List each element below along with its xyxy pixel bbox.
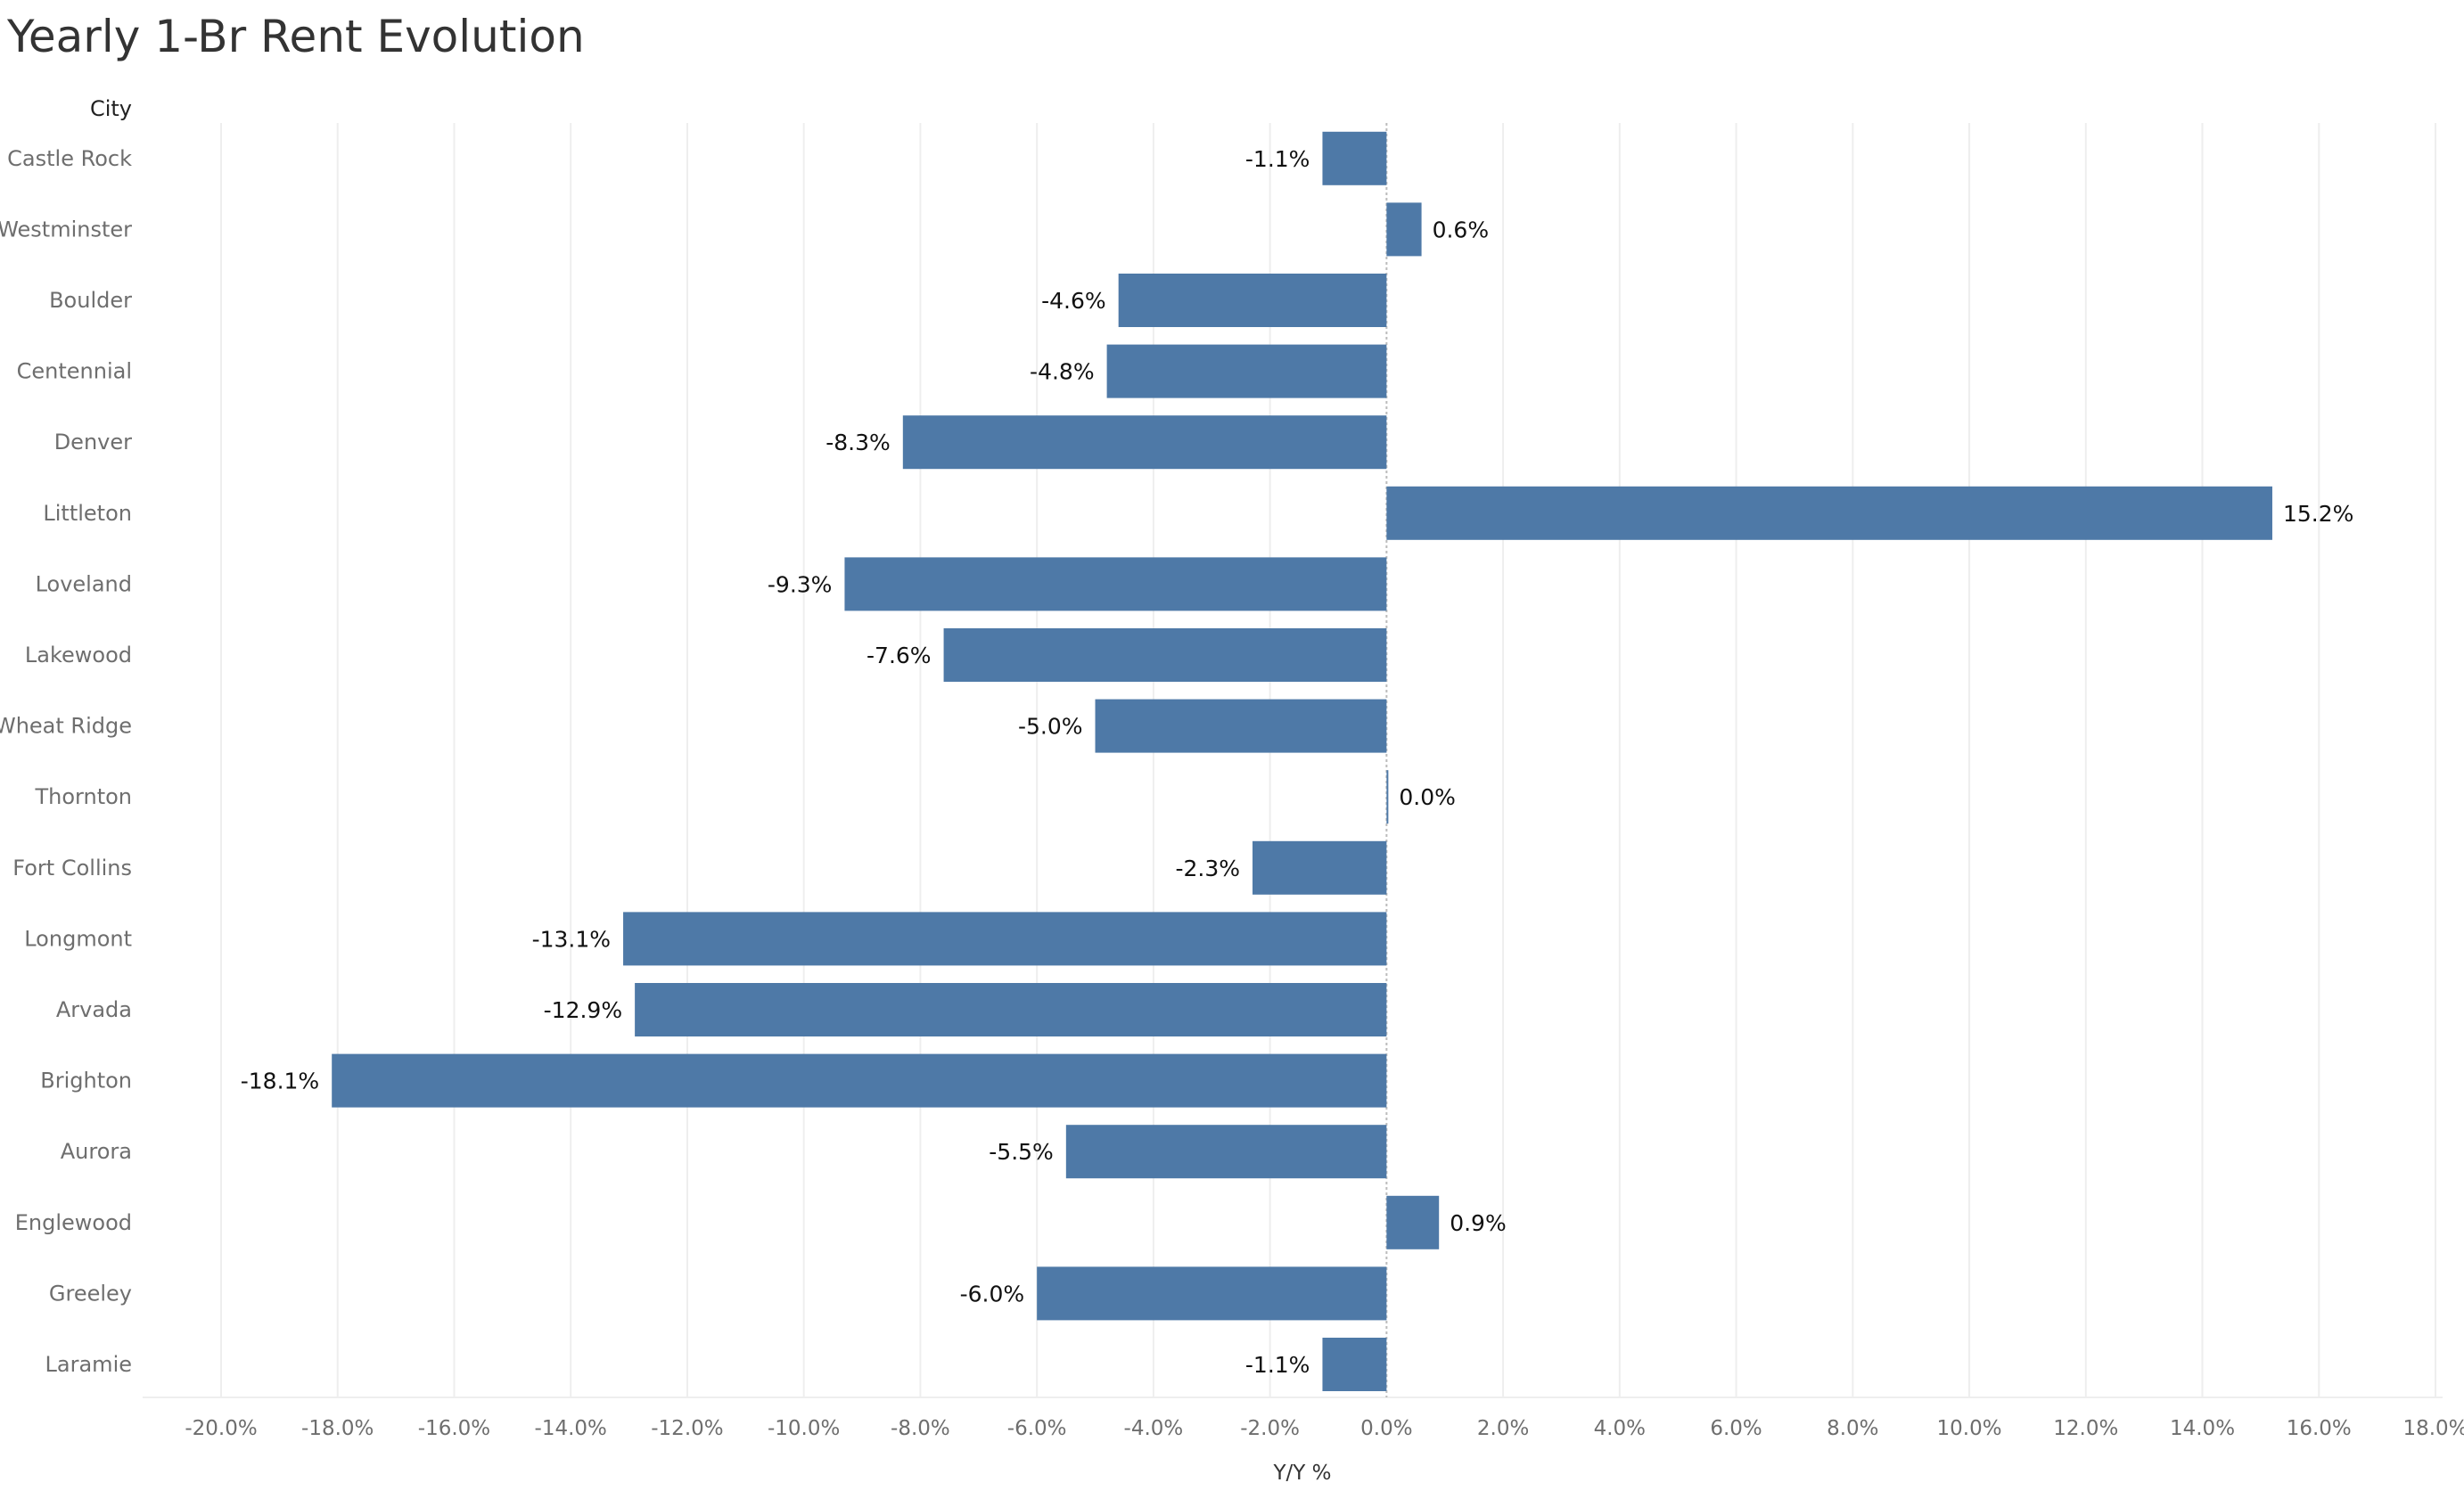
x-tick-label: 8.0% [1827,1417,1878,1440]
data-label: 15.2% [2283,501,2353,527]
data-label: -8.3% [825,430,891,455]
data-label: -1.1% [1245,1352,1310,1378]
x-tick-label: 2.0% [1477,1417,1529,1440]
bar[interactable] [943,628,1387,682]
bar[interactable] [1386,486,2272,540]
x-tick-label: 18.0% [2402,1417,2464,1440]
gridlines [143,123,2443,1398]
bar[interactable] [1386,770,1389,824]
x-axis-title: Y/Y % [1272,1462,1331,1485]
data-label: -6.0% [960,1281,1025,1307]
bar[interactable] [1118,274,1387,327]
data-label: -13.1% [532,926,611,952]
data-label: -7.6% [867,643,932,668]
category-label: Wheat Ridge [0,714,132,739]
category-label: Laramie [45,1352,132,1377]
bar[interactable] [1322,131,1387,185]
data-labels: -1.1% 0.6% -4.6% -4.8% -8.3% 15.2% -9.3% -7.6% -… [241,146,2354,1378]
data-label: 0.6% [1433,217,1490,242]
data-label: -12.9% [544,997,622,1023]
chart-title: Yearly 1-Br Rent Evolution [7,11,585,62]
data-label: -9.3% [768,571,833,597]
category-label: Boulder [49,288,132,313]
bar[interactable] [623,912,1387,966]
x-tick-label: -20.0% [185,1417,257,1440]
data-label: 0.0% [1399,784,1456,810]
category-label: Loveland [36,571,132,596]
category-label: Castle Rock [7,146,132,171]
data-label: -4.8% [1030,359,1095,385]
bar[interactable] [1065,1125,1387,1179]
bar[interactable] [1037,1266,1387,1321]
bar[interactable] [1095,699,1387,753]
x-tick-label: 10.0% [1937,1417,2002,1440]
bar[interactable] [1253,840,1387,895]
x-tick-label: 16.0% [2287,1417,2352,1440]
x-tick-labels: -20.0% -18.0% -16.0% -14.0% -12.0% -10.0% -8.0… [185,1417,2464,1440]
category-label: Aurora [61,1139,132,1164]
x-tick-label: -18.0% [301,1417,374,1440]
row-header: City [90,96,132,121]
x-tick-label: 4.0% [1594,1417,1646,1440]
x-tick-label: -6.0% [1007,1417,1067,1440]
bar[interactable] [1106,344,1387,398]
bar[interactable] [844,557,1387,611]
category-label: Littleton [43,501,132,526]
x-tick-label: -4.0% [1124,1417,1184,1440]
bar[interactable] [1386,202,1422,257]
x-tick-label: -8.0% [891,1417,950,1440]
data-label: -1.1% [1245,146,1310,172]
data-label: 0.9% [1450,1210,1507,1236]
bar[interactable] [635,983,1387,1036]
bars[interactable] [332,131,2272,1391]
x-tick-label: 12.0% [2053,1417,2118,1440]
x-tick-label: 14.0% [2170,1417,2235,1440]
category-label: Denver [54,430,132,455]
category-label: Fort Collins [12,856,132,881]
category-label: Westminster [0,217,132,242]
category-label: Longmont [24,926,132,951]
category-label: Centennial [17,359,132,384]
category-label: Greeley [49,1281,132,1306]
x-tick-label: -10.0% [768,1417,840,1440]
x-tick-label: 6.0% [1710,1417,1762,1440]
category-label: Arvada [56,997,132,1022]
data-label: -5.5% [989,1139,1054,1165]
bar[interactable] [1322,1338,1387,1391]
bar[interactable] [332,1053,1387,1108]
x-tick-label: -2.0% [1240,1417,1300,1440]
x-tick-label: -14.0% [535,1417,607,1440]
data-label: -2.3% [1175,856,1240,881]
category-label: Lakewood [25,643,132,668]
category-label: Englewood [15,1210,132,1235]
data-label: -5.0% [1018,714,1083,740]
x-tick-label: -12.0% [651,1417,723,1440]
x-tick-label: 0.0% [1360,1417,1412,1440]
data-label: -4.6% [1041,288,1106,314]
category-label: Thornton [34,784,132,809]
x-tick-label: -16.0% [418,1417,490,1440]
data-label: -18.1% [241,1069,319,1094]
bar[interactable] [1386,1195,1440,1249]
category-labels: Castle Rock Westminster Boulder Centennial D… [0,146,132,1377]
bar[interactable] [902,415,1387,470]
category-label: Brighton [40,1069,132,1094]
